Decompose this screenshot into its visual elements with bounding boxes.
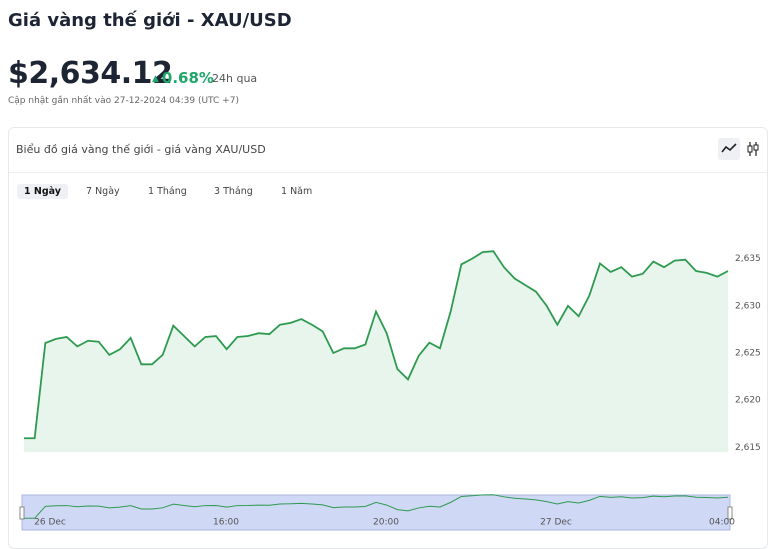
x-tick-label: 26 Dec	[34, 518, 66, 528]
y-tick-label: 2,620	[735, 396, 761, 406]
navigator-line	[24, 494, 729, 519]
tab[interactable]: 7 Ngày	[86, 186, 120, 197]
navigator-handle	[19, 506, 25, 520]
y-tick-label: 2,625	[735, 349, 761, 359]
price: $2,634.12	[8, 56, 173, 91]
tab[interactable]: 1 Năm	[281, 186, 313, 197]
tab[interactable]: 1 Ngày	[17, 184, 68, 199]
y-tick-label: 2,635	[735, 254, 761, 264]
area	[24, 251, 728, 452]
card-title: Biểu đồ giá vàng thế giới - giá vàng XAU…	[16, 143, 266, 156]
x-tick-label: 04:00	[709, 518, 735, 528]
change-value: 0.68%	[161, 69, 214, 87]
page-title: Giá vàng thế giới - XAU/USD	[8, 10, 292, 31]
tab[interactable]: 3 Tháng	[214, 186, 253, 197]
tab[interactable]: 1 Tháng	[148, 186, 187, 197]
updated-time: Cập nhật gần nhất vào 27-12-2024 04:39 (…	[8, 96, 239, 106]
period: 24h qua	[212, 72, 258, 85]
x-tick-label: 16:00	[213, 518, 239, 528]
line-chart-button[interactable]	[718, 138, 740, 160]
navigator-handle	[727, 506, 733, 520]
navigator	[21, 494, 731, 531]
y-tick-label: 2,615	[735, 443, 761, 453]
x-tick-label: 20:00	[373, 518, 399, 528]
change: ▲ 0.68%	[152, 69, 214, 87]
line	[24, 250, 729, 440]
candle-chart-button[interactable]	[742, 138, 764, 160]
x-tick-label: 27 Dec	[540, 518, 572, 528]
separator	[9, 172, 766, 173]
y-tick-label: 2,630	[735, 301, 761, 311]
